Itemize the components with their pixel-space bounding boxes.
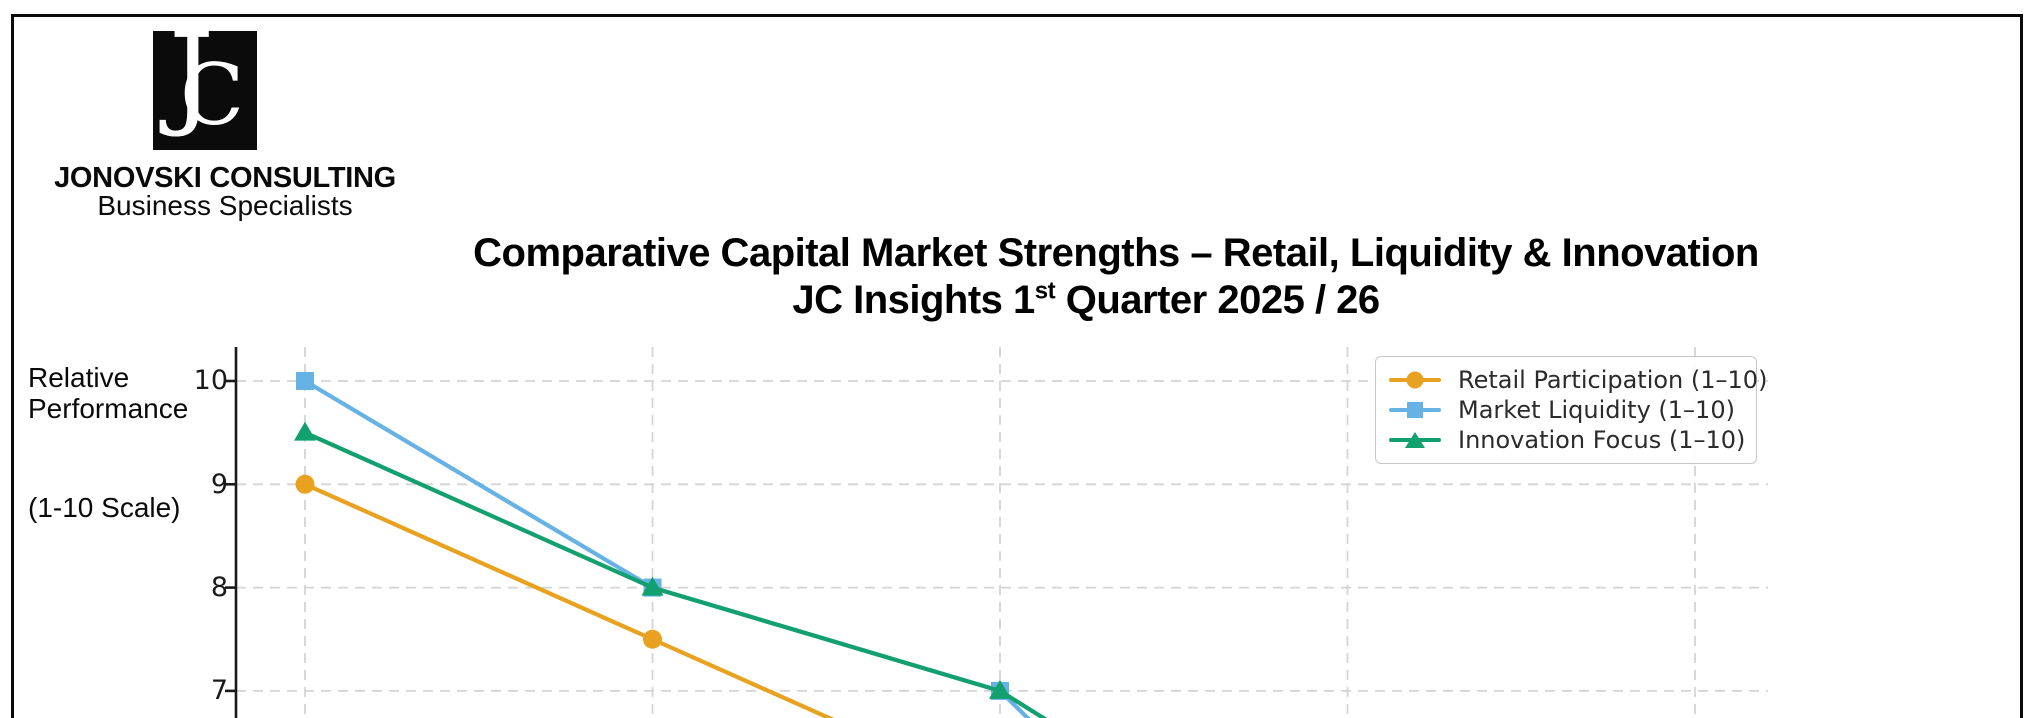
- subtitle-ordinal-sup: st: [1034, 277, 1056, 305]
- company-name: JONOVSKI CONSULTING: [54, 162, 396, 194]
- data-point-marker: [296, 372, 314, 390]
- chart-subtitle: JC Insights 1st Quarter 2025 / 26: [236, 277, 1936, 324]
- y-axis-label: Relative Performance: [28, 362, 248, 424]
- data-point-marker: [989, 679, 1011, 699]
- square-marker-icon: [1407, 401, 1423, 418]
- logo-monogram-j: J: [169, 31, 214, 140]
- legend-item-retail-participation: Retail Participation (1–10): [1389, 366, 1767, 394]
- data-point-marker: [641, 576, 664, 596]
- company-tagline: Business Specialists: [97, 190, 353, 221]
- legend-label: Retail Participation (1–10): [1458, 365, 1768, 394]
- data-point-marker: [294, 421, 316, 441]
- y-tick-label-7: 7: [210, 675, 228, 706]
- company-logo: J C: [153, 31, 257, 150]
- y-axis-label-line2: Performance: [28, 393, 189, 424]
- data-point-marker: [643, 629, 662, 649]
- chart-legend: Retail Participation (1–10) Market Liqui…: [1375, 356, 1767, 464]
- y-tick-label-10: 10: [193, 365, 228, 396]
- logo-monogram-c: C: [180, 46, 245, 144]
- legend-label: Innovation Focus (1–10): [1458, 425, 1746, 454]
- data-point-marker: [295, 474, 315, 494]
- triangle-marker-icon: [1405, 431, 1425, 448]
- y-tick-label-8: 8: [210, 572, 228, 603]
- subtitle-prefix: JC Insights 1: [792, 278, 1035, 322]
- subtitle-suffix: Quarter 2025 / 26: [1055, 278, 1380, 322]
- circle-marker-icon: [1406, 371, 1424, 388]
- page-border: [11, 14, 2023, 718]
- series-line-2: [302, 430, 1048, 718]
- legend-item-market-liquidity: Market Liquidity (1–10): [1389, 395, 1741, 424]
- legend-item-innovation-focus: Innovation Focus (1–10): [1389, 426, 1745, 454]
- y-axis-label-line1: Relative: [28, 362, 130, 393]
- market-liquidity-swatch: [1389, 400, 1441, 420]
- legend-label: Market Liquidity (1–10): [1458, 395, 1735, 424]
- innovation-focus-swatch: [1389, 430, 1441, 450]
- series-line-1: [302, 378, 1031, 718]
- chart-title: Comparative Capital Market Strengths – R…: [473, 231, 1759, 275]
- y-axis-scale-note: (1-10 Scale): [28, 492, 181, 523]
- retail-participation-swatch: [1389, 370, 1441, 390]
- y-tick-label-9: 9: [210, 469, 228, 500]
